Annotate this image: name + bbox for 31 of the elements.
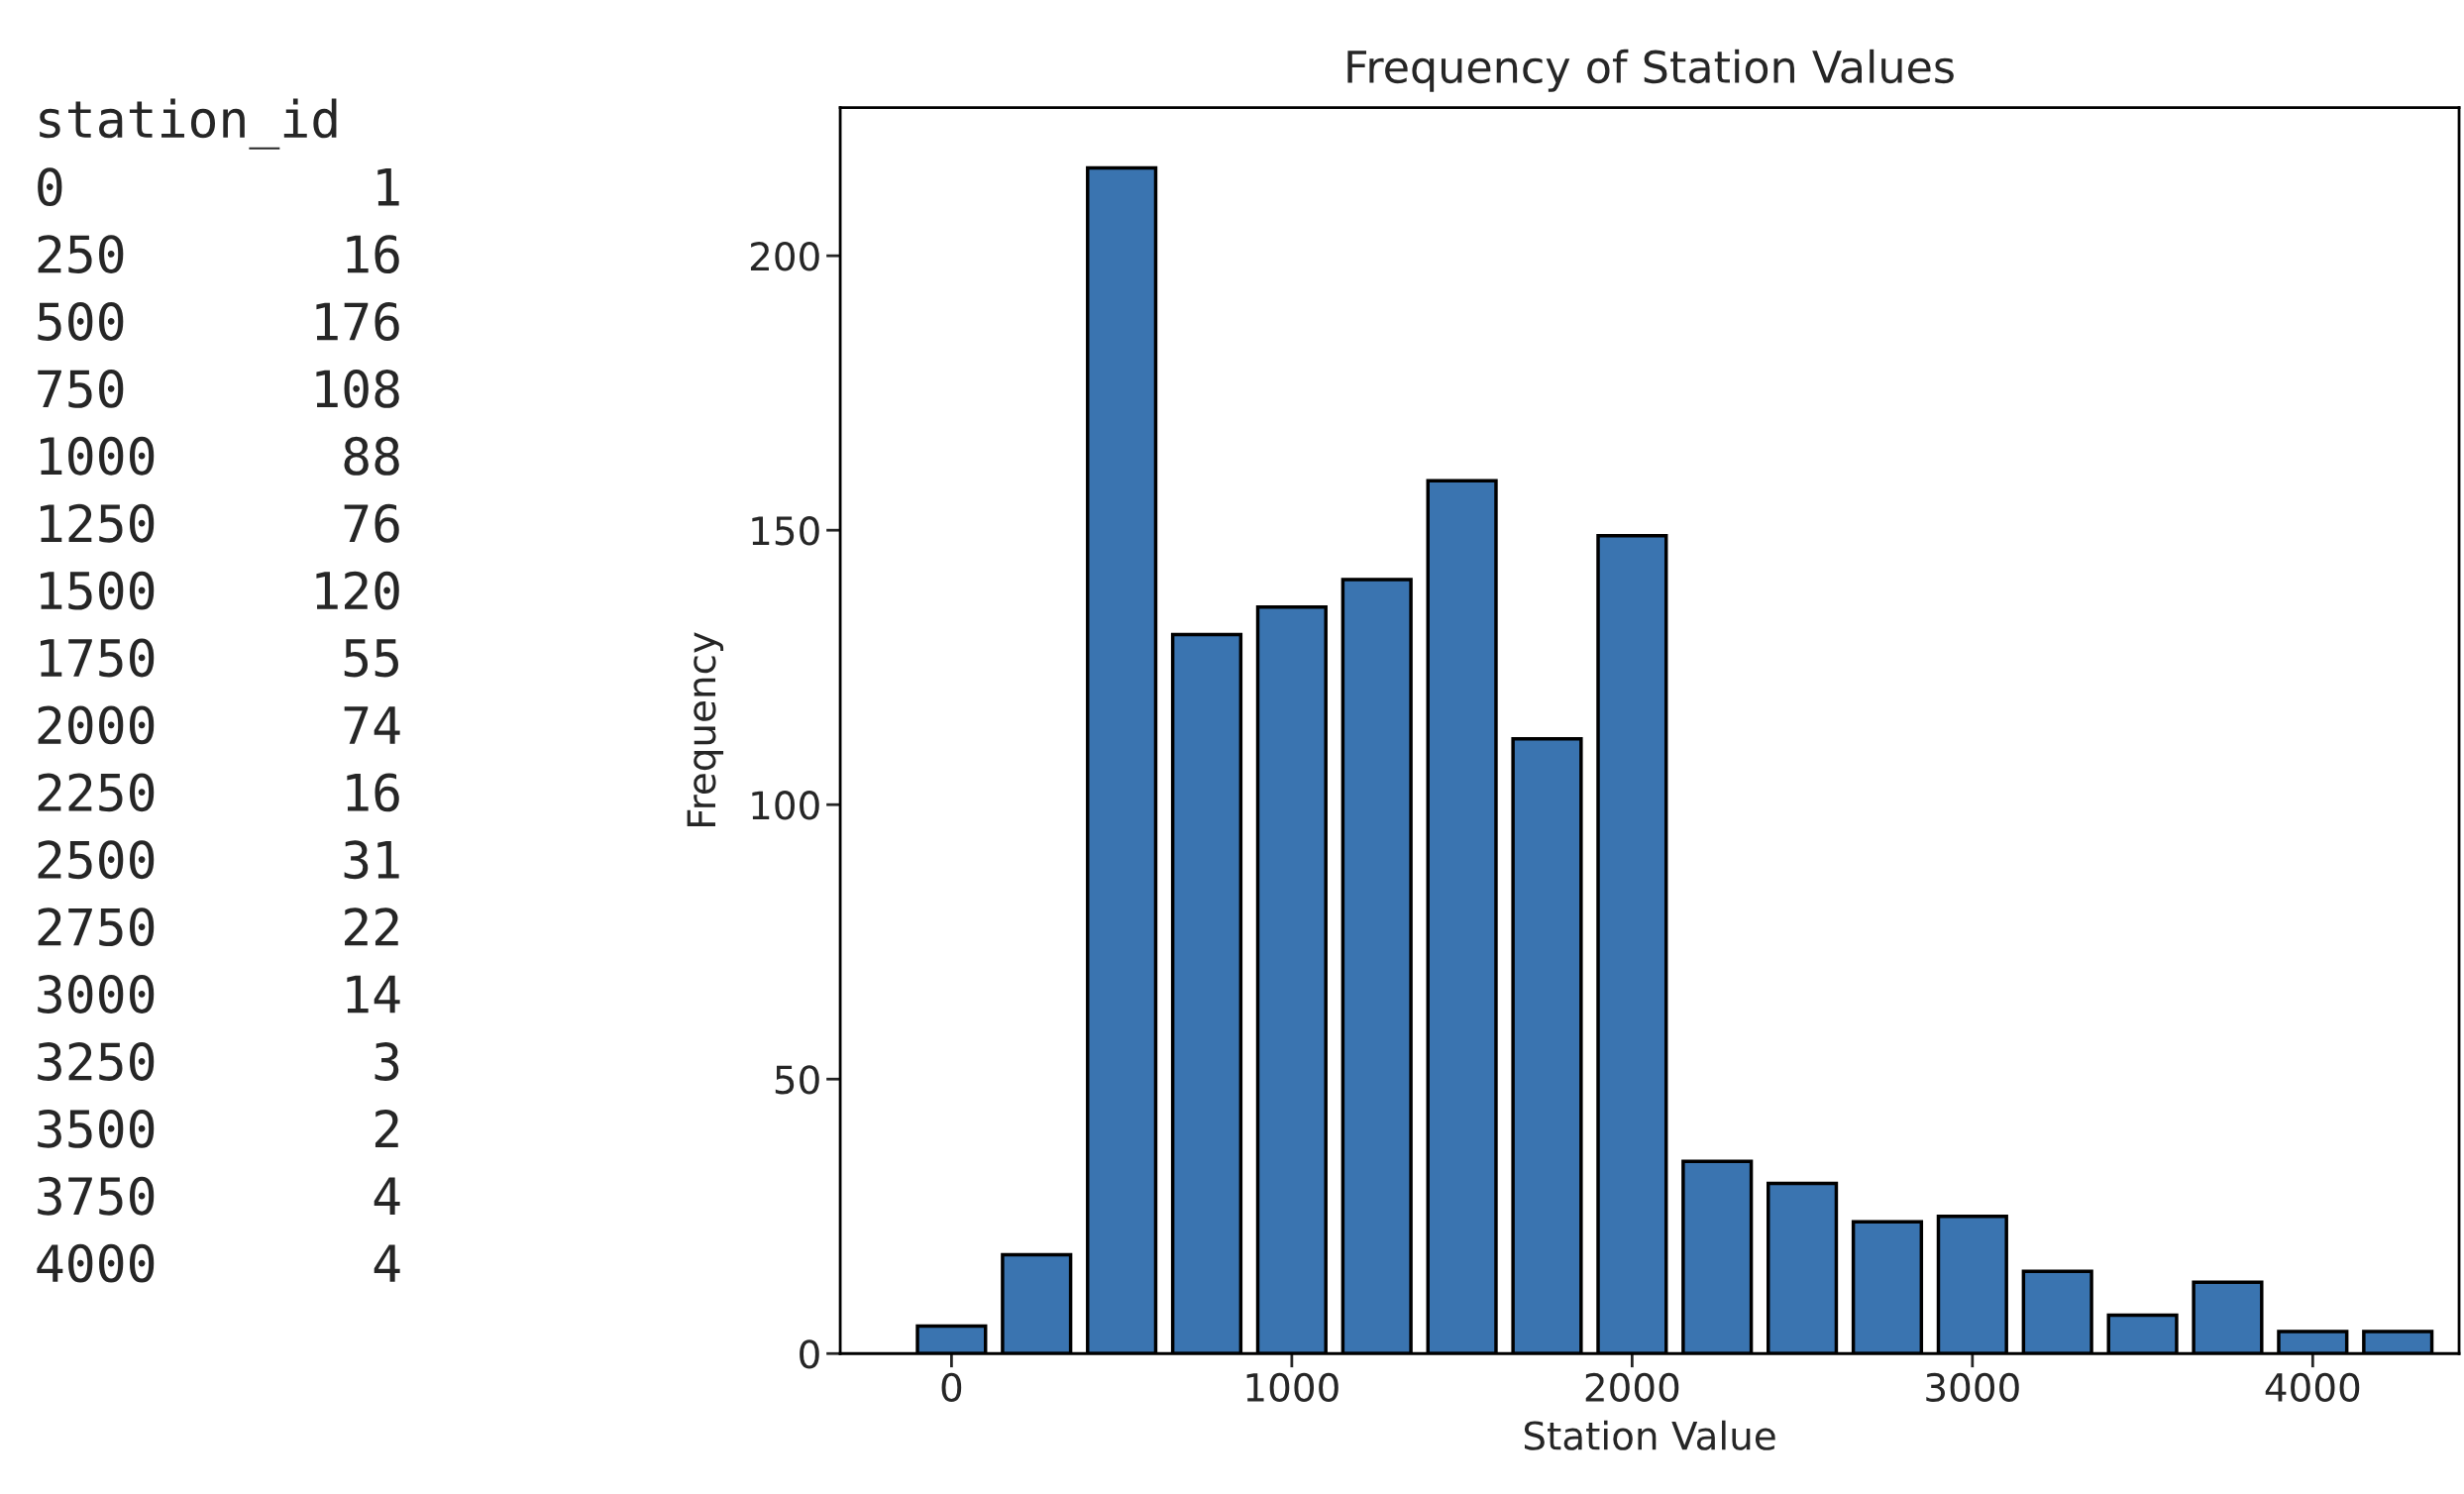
y-tick-label: 50: [775, 1065, 819, 1095]
x-tick-label: 2000: [1585, 1372, 1679, 1403]
text: 2750 22: [38, 907, 398, 947]
y-tick-label: 150: [752, 516, 819, 546]
text: 1250 76: [40, 503, 399, 543]
x-axis-title: Station Value: [1524, 1420, 1775, 1450]
x-tick-label: 4000: [2265, 1372, 2360, 1403]
text: station_id: [40, 98, 337, 150]
y-tick-label: 0: [800, 1339, 819, 1369]
text: 3000 14: [38, 975, 400, 1014]
text: 3250 3: [38, 1042, 399, 1081]
text: 3500 2: [38, 1109, 398, 1148]
text: 2250 16: [38, 773, 399, 812]
y-axis-title: Frequency: [687, 632, 724, 827]
text: 1000 88: [40, 436, 399, 476]
text: 250 16: [38, 235, 399, 274]
y-tick-label: 100: [752, 791, 819, 820]
text: 2500 31: [38, 840, 399, 880]
x-tick-label: 1000: [1246, 1372, 1339, 1403]
text: 500 176: [38, 302, 399, 341]
text: 3750 4: [38, 1176, 400, 1216]
text: 750 108: [38, 369, 399, 408]
y-tick-label: 200: [750, 242, 819, 271]
text: 4000 4: [37, 1243, 400, 1283]
text: 2000 74: [38, 705, 400, 745]
text: 1500 120: [40, 571, 399, 610]
text: 1750 55: [40, 638, 398, 678]
text: 0 1: [38, 167, 399, 207]
x-tick-label: 0: [941, 1372, 962, 1403]
x-tick-label: 3000: [1926, 1372, 2019, 1403]
chart-title: Frequency of Station Values: [1347, 49, 1954, 92]
